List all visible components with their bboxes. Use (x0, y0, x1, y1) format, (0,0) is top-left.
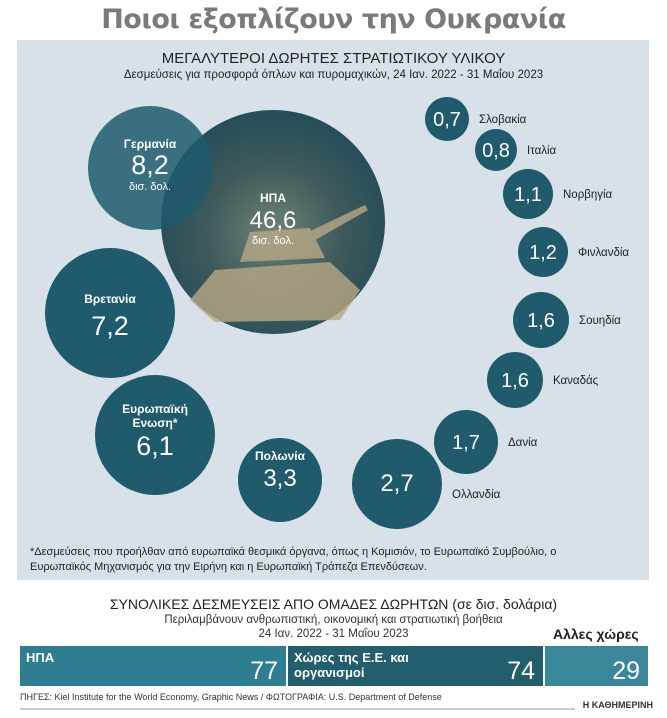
bubble-value: 1,7 (452, 432, 480, 454)
bubble-10 (503, 169, 553, 219)
bubble-value: 1,2 (529, 242, 557, 264)
logo: Η ΚΑΘΗΜΕΡΙΝΗ (582, 700, 653, 710)
bubble-3 (95, 375, 215, 495)
bubble-value: 46,6 (250, 207, 297, 234)
page-title: Ποιοι εξοπλίζουν την Ουκρανία (101, 4, 566, 35)
bubble-value: 7,2 (91, 311, 129, 341)
bar-value: 77 (250, 657, 278, 685)
chart-subtitle: Δεσμεύσεις για προσφορά όπλων και πυρομα… (123, 69, 544, 81)
bubble-6 (434, 410, 498, 474)
bar-label: ΗΠΑ (26, 650, 55, 665)
bubble-value: 8,2 (131, 150, 169, 180)
bubble-name: Ενωση* (132, 416, 177, 430)
bubble-unit: δισ. δολ. (252, 235, 294, 247)
bubble-1 (88, 106, 212, 230)
bar-eu: Χώρες της Ε.Ε. και οργανισμοί 74 (288, 646, 543, 686)
tank-icon (190, 205, 368, 322)
bar-label: Χώρες της Ε.Ε. και οργανισμοί (294, 650, 409, 680)
bubble-name: ΗΠΑ (260, 191, 286, 205)
bubble-value: 0,7 (433, 109, 461, 131)
divider (20, 708, 575, 710)
footnote: *Δεσμεύσεις που προήλθαν από ευρωπαϊκά θ… (30, 546, 557, 573)
bubble-8 (513, 292, 569, 348)
bubble-name: Δανία (508, 437, 538, 449)
chart-title: ΜΕΓΑΛΥΤΕΡΟΙ ΔΩΡΗΤΕΣ ΣΤΡΑΤΙΩΤΙΚΟΥ ΥΛΙΚΟΥ (161, 50, 506, 67)
bar-usa: ΗΠΑ 77 (20, 646, 286, 686)
bubble-2 (45, 248, 175, 378)
totals-dates: 24 Ιαν. 2022 - 31 Μαΐου 2023 (258, 628, 409, 640)
bar-other: 29 (545, 646, 648, 686)
bubble-name: Πολωνία (255, 449, 306, 463)
bubble-value: 0,8 (482, 140, 510, 162)
bubble-value: 1,1 (514, 184, 542, 206)
other-countries-label: Αλλες χώρες (553, 626, 639, 642)
bubble-12 (425, 97, 469, 141)
bubble-value: 1,6 (501, 370, 529, 392)
bubble-name: Φινλανδία (578, 247, 629, 259)
bubble-name: Βρετανία (84, 292, 136, 306)
bubble-name: Σλοβακία (479, 114, 527, 126)
bubble-name: Ολλανδία (452, 489, 501, 501)
bubble-value: 3,3 (263, 465, 296, 492)
bubble-value: 6,1 (136, 431, 174, 461)
bubble-unit: δισ. δολ. (129, 181, 171, 193)
bubble-value: 1,6 (527, 310, 555, 332)
bubble-9 (518, 227, 568, 277)
bubble-5 (352, 439, 442, 529)
source: ΠΗΓΕΣ: Kiel Institute for the World Econ… (20, 692, 442, 702)
bubble-name: Νορβηγία (563, 189, 613, 201)
bar-value: 74 (507, 657, 535, 685)
bubble-name: Σουηδία (579, 315, 621, 327)
totals-subtitle-text: Περιλαμβάνουν ανθρωπιστική, οικονομική κ… (164, 614, 503, 626)
bubble-name: Ιταλία (527, 145, 557, 157)
bubble-4 (238, 438, 322, 522)
bar-value: 29 (612, 657, 640, 685)
bubble-value: 2,7 (380, 470, 413, 497)
bubble-7 (487, 352, 543, 408)
bubble-name: Ευρωπαϊκή (122, 402, 188, 416)
bubble-name: Καναδάς (553, 375, 599, 387)
bubble-name: Γερμανία (124, 137, 177, 151)
totals-title: ΣΥΝΟΛΙΚΕΣ ΔΕΣΜΕΥΣΕΙΣ ΑΠΟ ΟΜΑΔΕΣ ΔΩΡΗΤΩΝ … (109, 596, 558, 612)
bubble-11 (475, 129, 517, 171)
totals-subtitle: Περιλαμβάνουν ανθρωπιστική, οικονομική κ… (0, 613, 667, 641)
